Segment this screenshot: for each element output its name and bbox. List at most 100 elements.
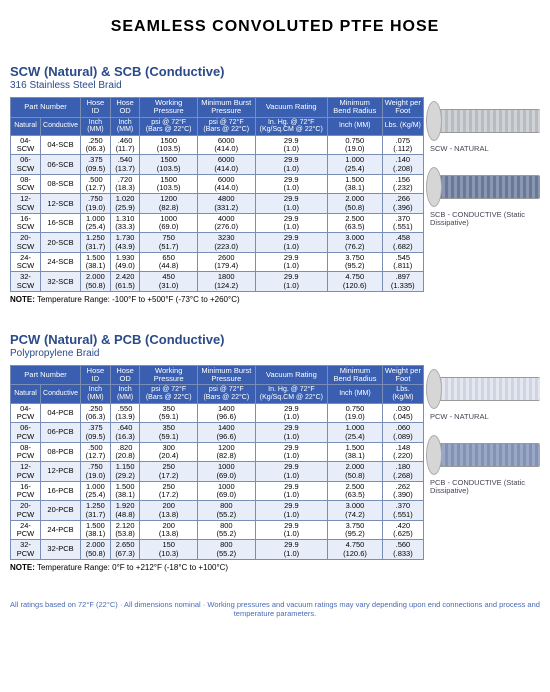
section: PCW (Natural) & PCB (Conductive) Polypro… bbox=[10, 332, 540, 572]
cell-burst-pressure: 800(55.2) bbox=[197, 501, 255, 521]
spec-table: Part Number Hose ID Hose OD Working Pres… bbox=[10, 97, 424, 292]
cell-weight: .180(.268) bbox=[382, 462, 423, 482]
cell-hose-od: 2.650(67.3) bbox=[110, 540, 140, 560]
cell-vacuum: 29.9(1.0) bbox=[255, 423, 327, 443]
cell-conductive: 32-PCB bbox=[41, 540, 81, 560]
hose-images: SCW - NATURAL SCB - CONDUCTIVE (Static D… bbox=[430, 97, 540, 231]
cell-working-pressure: 150(10.3) bbox=[140, 540, 198, 560]
cell-weight: .262(.390) bbox=[382, 481, 423, 501]
cell-burst-pressure: 4000(276.0) bbox=[197, 213, 255, 233]
cell-bend-radius: 2.500(63.5) bbox=[328, 481, 383, 501]
section-subtitle: Polypropylene Braid bbox=[10, 348, 540, 359]
cell-weight: .156(.232) bbox=[382, 174, 423, 194]
cell-weight: .545(.811) bbox=[382, 252, 423, 272]
section-title: PCW (Natural) & PCB (Conductive) bbox=[10, 332, 540, 347]
hose-caption: PCB - CONDUCTIVE (Static Dissipative) bbox=[430, 479, 540, 495]
cell-natural: 32-PCW bbox=[11, 540, 41, 560]
th-natural: Natural bbox=[11, 117, 41, 135]
th-part: Part Number bbox=[11, 98, 81, 118]
cell-working-pressure: 1500(103.5) bbox=[140, 174, 197, 194]
cell-vacuum: 29.9(1.0) bbox=[255, 481, 327, 501]
th-unit: Inch (MM) bbox=[327, 117, 382, 135]
cell-hose-id: 1.500(38.1) bbox=[81, 520, 111, 540]
th-unit: Inch (MM) bbox=[110, 385, 140, 403]
th-unit: psi @ 72°F (Bars @ 22°C) bbox=[197, 385, 255, 403]
cell-conductive: 24-SCB bbox=[41, 252, 81, 272]
cell-burst-pressure: 4800(331.2) bbox=[197, 194, 255, 214]
page: SEAMLESS CONVOLUTED PTFE HOSE SCW (Natur… bbox=[0, 0, 550, 628]
cell-weight: .897(1.335) bbox=[382, 272, 423, 292]
cell-natural: 04-PCW bbox=[11, 403, 41, 423]
cell-bend-radius: 3.000(76.2) bbox=[327, 233, 382, 253]
hose-caption: SCB - CONDUCTIVE (Static Dissipative) bbox=[430, 211, 540, 227]
cell-hose-od: .720(18.3) bbox=[110, 174, 140, 194]
th-part: Part Number bbox=[11, 365, 81, 385]
cell-working-pressure: 750(51.7) bbox=[140, 233, 197, 253]
th-unit: In. Hg. @ 72°F (Kg/Sq.CM @ 22°C) bbox=[255, 385, 327, 403]
th-bend-radius: Minimum Bend Radius bbox=[328, 365, 383, 385]
cell-vacuum: 29.9(1.0) bbox=[255, 520, 327, 540]
cell-vacuum: 29.9(1.0) bbox=[255, 252, 327, 272]
cell-conductive: 08-SCB bbox=[41, 174, 81, 194]
cell-vacuum: 29.9(1.0) bbox=[255, 462, 327, 482]
cell-bend-radius: 1.500(38.1) bbox=[328, 442, 383, 462]
cell-bend-radius: 3.750(95.2) bbox=[327, 252, 382, 272]
cell-natural: 16-PCW bbox=[11, 481, 41, 501]
cell-weight: .266(.396) bbox=[382, 194, 423, 214]
cell-vacuum: 29.9(1.0) bbox=[255, 403, 327, 423]
cell-conductive: 32-SCB bbox=[41, 272, 81, 292]
cell-hose-id: 2.000(50.8) bbox=[81, 540, 111, 560]
cell-vacuum: 29.9(1.0) bbox=[255, 442, 327, 462]
th-burst-pressure: Minimum Burst Pressure bbox=[197, 98, 255, 118]
cell-working-pressure: 1500(103.5) bbox=[140, 155, 197, 175]
th-unit: In. Hg. @ 72°F (Kg/Sq.CM @ 22°C) bbox=[255, 117, 327, 135]
spec-table: Part Number Hose ID Hose OD Working Pres… bbox=[10, 365, 424, 560]
footer-note: All ratings based on 72°F (22°C) · All d… bbox=[10, 600, 540, 618]
section-note: NOTE: Temperature Range: 0°F to +212°F (… bbox=[10, 563, 540, 572]
cell-weight: .420(.625) bbox=[382, 520, 423, 540]
th-unit: Inch (MM) bbox=[81, 385, 111, 403]
cell-working-pressure: 650(44.8) bbox=[140, 252, 197, 272]
cell-conductive: 04-PCB bbox=[41, 403, 81, 423]
th-hose-id: Hose ID bbox=[81, 365, 111, 385]
th-weight: Weight per Foot bbox=[382, 98, 423, 118]
cell-bend-radius: 3.000(74.2) bbox=[328, 501, 383, 521]
cell-bend-radius: 0.750(19.0) bbox=[328, 403, 383, 423]
cell-burst-pressure: 1800(124.2) bbox=[197, 272, 255, 292]
cell-natural: 32-SCW bbox=[11, 272, 41, 292]
th-natural: Natural bbox=[11, 385, 41, 403]
cell-vacuum: 29.9(1.0) bbox=[255, 174, 327, 194]
cell-hose-id: .375(09.5) bbox=[81, 423, 111, 443]
cell-conductive: 04-SCB bbox=[41, 135, 81, 155]
cell-natural: 08-PCW bbox=[11, 442, 41, 462]
th-hose-id: Hose ID bbox=[81, 98, 111, 118]
cell-vacuum: 29.9(1.0) bbox=[255, 233, 327, 253]
cell-natural: 12-PCW bbox=[11, 462, 41, 482]
cell-hose-id: 1.250(31.7) bbox=[81, 501, 111, 521]
th-unit: Lbs. (Kg/M) bbox=[382, 117, 423, 135]
cell-hose-id: .750(19.0) bbox=[81, 194, 111, 214]
cell-hose-od: 1.730(43.9) bbox=[110, 233, 140, 253]
th-unit: psi @ 72°F (Bars @ 22°C) bbox=[140, 117, 197, 135]
cell-conductive: 24-PCB bbox=[41, 520, 81, 540]
cell-natural: 20-PCW bbox=[11, 501, 41, 521]
hose-caption: SCW - NATURAL bbox=[430, 145, 540, 153]
cell-conductive: 20-PCB bbox=[41, 501, 81, 521]
cell-working-pressure: 1200(82.8) bbox=[140, 194, 197, 214]
cell-bend-radius: 4.750(120.6) bbox=[328, 540, 383, 560]
cell-working-pressure: 1500(103.5) bbox=[140, 135, 197, 155]
th-burst-pressure: Minimum Burst Pressure bbox=[197, 365, 255, 385]
cell-vacuum: 29.9(1.0) bbox=[255, 213, 327, 233]
cell-bend-radius: 2.500(63.5) bbox=[327, 213, 382, 233]
cell-natural: 06-SCW bbox=[11, 155, 41, 175]
th-unit: Inch (MM) bbox=[110, 117, 140, 135]
cell-hose-od: 1.150(29.2) bbox=[110, 462, 140, 482]
hose-image: PCB - CONDUCTIVE (Static Dissipative) bbox=[430, 431, 540, 495]
cell-hose-id: 1.000(25.4) bbox=[81, 213, 111, 233]
cell-bend-radius: 0.750(19.0) bbox=[327, 135, 382, 155]
cell-hose-od: .540(13.7) bbox=[110, 155, 140, 175]
cell-weight: .370(.551) bbox=[382, 213, 423, 233]
cell-weight: .030(.045) bbox=[382, 403, 423, 423]
th-weight: Weight per Foot bbox=[382, 365, 423, 385]
cell-working-pressure: 250(17.2) bbox=[140, 462, 198, 482]
